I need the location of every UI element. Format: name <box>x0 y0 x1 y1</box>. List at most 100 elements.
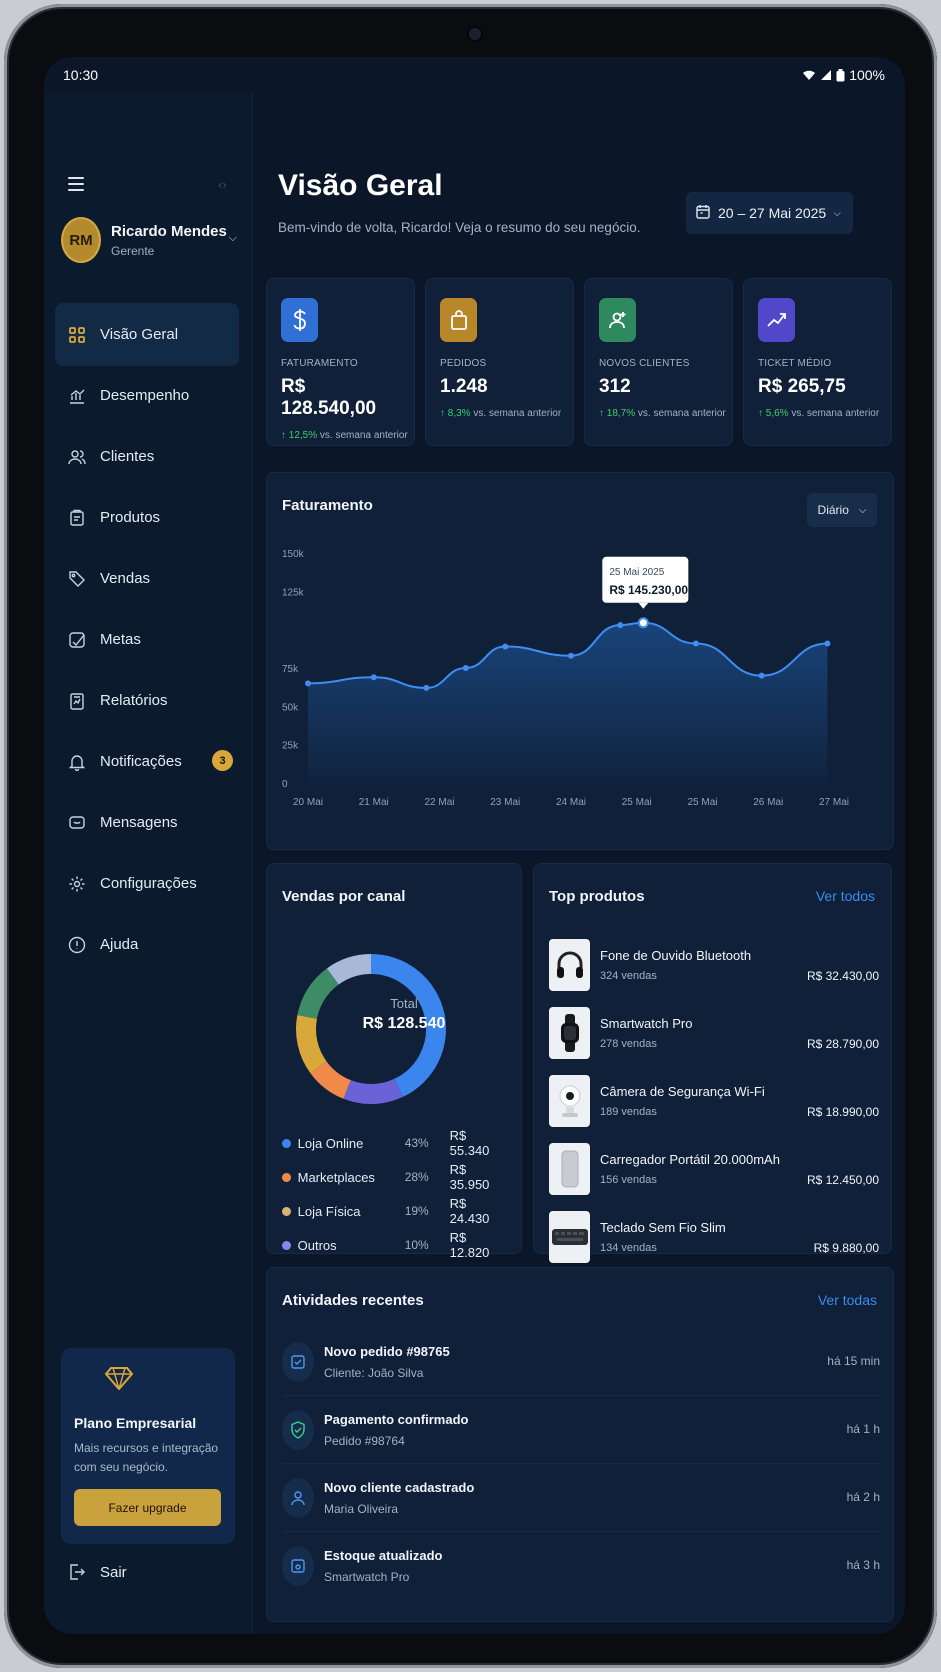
top-products-card: Top produtos Ver todos Fone de Ouvido Bl… <box>533 863 892 1263</box>
kpi-card-faturamento[interactable]: FATURAMENTO R$ 128.540,00 ↑ 12,5% vs. se… <box>266 278 415 446</box>
product-sales: 156 vendas <box>600 1174 657 1186</box>
period-label: Diário <box>817 503 849 517</box>
activity-row[interactable]: Novo cliente cadastrado Maria Oliveira h… <box>282 1464 880 1532</box>
product-name: Câmera de Segurança Wi-Fi <box>600 1084 765 1099</box>
watch-icon <box>549 1007 590 1059</box>
activity-row[interactable]: Pagamento confirmado Pedido #98764 há 1 … <box>282 1396 880 1464</box>
tag-icon <box>68 570 86 588</box>
data-point <box>370 674 377 681</box>
activity-subtitle: Smartwatch Pro <box>324 1570 410 1584</box>
date-range-label: 20 – 27 Mai 2025 <box>718 205 827 221</box>
plan-title: Plano Empresarial <box>74 1415 197 1431</box>
activity-time: há 1 h <box>846 1422 880 1436</box>
help-icon <box>68 936 86 954</box>
activity-subtitle: Cliente: João Silva <box>324 1365 424 1380</box>
kpi-compare: vs. semana anterior <box>637 408 726 419</box>
sidebar-item-desempenho[interactable]: Desempenho <box>55 364 239 427</box>
sidebar-item-visao-geral[interactable]: Visão Geral <box>55 303 239 366</box>
logout-button[interactable]: Sair <box>68 1563 127 1581</box>
channel-donut-chart[interactable] <box>267 864 523 1124</box>
keyboard-icon <box>549 1211 590 1263</box>
legend-value: R$ 12.820 <box>449 1230 490 1260</box>
chevron-down-icon: ⌵ <box>228 232 237 244</box>
view-all-activities-link[interactable]: Ver todas <box>817 1292 877 1308</box>
wifi-icon <box>803 70 816 80</box>
product-row[interactable]: Câmera de Segurança Wi-Fi 189 vendas R$ … <box>549 1067 879 1135</box>
donut-segment <box>310 1060 352 1099</box>
activity-time: há 15 min <box>827 1354 880 1368</box>
product-name: Smartwatch Pro <box>600 1016 693 1031</box>
target-icon <box>68 631 86 649</box>
sidebar-item-mensagens[interactable]: Mensagens <box>55 791 239 854</box>
sidebar-item-relatorios[interactable]: Relatórios <box>55 669 239 732</box>
activity-row[interactable]: Novo pedido #98765 Cliente: João Silva h… <box>282 1328 880 1396</box>
user-profile[interactable]: RM Ricardo Mendes Gerente ⌵ <box>61 214 241 266</box>
sidebar-item-metas[interactable]: Metas <box>55 608 239 671</box>
trend-icon <box>758 298 795 342</box>
view-all-products-link[interactable]: Ver todos <box>815 888 875 904</box>
product-row[interactable]: Smartwatch Pro 278 vendas R$ 28.790,00 <box>549 999 879 1067</box>
chevron-down-icon: ⌵ <box>858 504 867 516</box>
kpi-change: 8,3% <box>447 408 471 419</box>
activity-row[interactable]: Estoque atualizado Smartwatch Pro há 3 h <box>282 1532 880 1600</box>
sidebar-item-produtos[interactable]: Produtos <box>55 486 239 549</box>
collapse-sidebar-icon[interactable]: ‹› <box>218 177 227 192</box>
kpi-change: 18,7% <box>606 408 636 419</box>
sidebar-item-notificacoes[interactable]: Notificações 3 <box>55 730 239 793</box>
donut-segment <box>343 1078 403 1104</box>
revenue-chart[interactable]: 0 25k 50k 75k 125k 150k 20 Mai 21 Mai 22 Mai 23 M… <box>267 473 895 851</box>
kpi-card-novos-clientes[interactable]: NOVOS CLIENTES 312 ↑ 18,7% vs. semana an… <box>584 278 733 446</box>
grid-icon <box>68 326 86 344</box>
y-tick-label: 50k <box>282 702 299 713</box>
dollar-icon <box>281 298 318 342</box>
donut-segment <box>296 1014 327 1074</box>
check-shield-icon <box>282 1409 314 1450</box>
data-point <box>617 622 624 629</box>
page-title: Visão Geral <box>278 169 443 202</box>
y-tick-label: 125k <box>282 587 305 598</box>
data-point <box>637 617 649 629</box>
y-tick-label: 150k <box>282 549 305 560</box>
menu-icon[interactable] <box>68 177 84 191</box>
tooltip-box <box>602 556 689 603</box>
upgrade-button[interactable]: Fazer upgrade <box>74 1489 221 1526</box>
legend-name: Loja Física <box>297 1203 361 1219</box>
activity-title: Novo cliente cadastrado <box>324 1479 475 1495</box>
date-range-picker[interactable]: 20 – 27 Mai 2025 ⌵ <box>686 192 853 234</box>
sidebar-item-clientes[interactable]: Clientes <box>55 425 239 488</box>
sales-channel-card: Vendas por canal Total R$ 128.540 Loja O… <box>266 863 523 1260</box>
sidebar-item-label: Configurações <box>100 875 197 892</box>
legend-name: Outros <box>297 1237 337 1253</box>
avatar: RM <box>61 217 101 263</box>
kpi-card-ticket-medio[interactable]: TICKET MÉDIO R$ 265,75 ↑ 5,6% vs. semana… <box>743 278 892 446</box>
powerbank-icon <box>549 1143 590 1195</box>
legend-pct: 19% <box>404 1204 429 1218</box>
legend-dot <box>282 1206 291 1216</box>
product-row[interactable]: Teclado Sem Fio Slim 134 vendas R$ 9.880… <box>549 1203 879 1271</box>
sidebar-item-configuracoes[interactable]: Configurações <box>55 852 239 915</box>
product-price: R$ 32.430,00 <box>806 969 879 983</box>
battery-icon <box>836 68 845 81</box>
plan-card: Plano Empresarial Mais recursos e integr… <box>61 1348 235 1544</box>
user-name: Ricardo Mendes <box>111 222 227 240</box>
sidebar-item-label: Notificações <box>100 753 182 770</box>
sidebar-item-ajuda[interactable]: Ajuda <box>55 913 239 976</box>
camera-icon <box>549 1075 590 1127</box>
legend-row: Outros 10% R$ 12.820 <box>282 1228 507 1262</box>
kpi-card-pedidos[interactable]: PEDIDOS 1.248 ↑ 8,3% vs. semana anterior <box>425 278 574 446</box>
kpi-label: PEDIDOS <box>440 358 487 369</box>
kpi-compare: vs. semana anterior <box>791 408 880 419</box>
period-select[interactable]: Diário ⌵ <box>807 493 877 527</box>
channel-title: Vendas por canal <box>282 888 406 905</box>
kpi-trend: ↑ 5,6% vs. semana anterior <box>758 408 880 419</box>
main-content: Visão Geral Bem-vindo de volta, Ricardo!… <box>253 93 905 1634</box>
product-row[interactable]: Carregador Portátil 20.000mAh 156 vendas… <box>549 1135 879 1203</box>
sidebar-item-vendas[interactable]: Vendas <box>55 547 239 610</box>
users-icon <box>68 448 86 466</box>
product-name: Carregador Portátil 20.000mAh <box>600 1152 780 1167</box>
legend-value: R$ 55.340 <box>449 1128 490 1158</box>
legend-pct: 43% <box>404 1136 429 1150</box>
data-point <box>305 680 311 687</box>
product-row[interactable]: Fone de Ouvido Bluetooth 324 vendas R$ 3… <box>549 931 879 999</box>
data-point <box>462 665 469 671</box>
